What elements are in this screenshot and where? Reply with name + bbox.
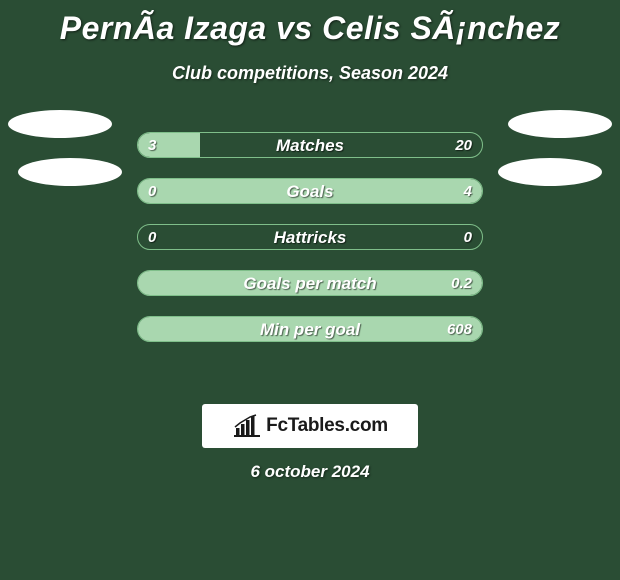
- bar-value-left: 0: [148, 225, 156, 250]
- bar-track: 3 Matches 20: [137, 132, 483, 158]
- logo-text: FcTables.com: [266, 415, 388, 437]
- bar-chart-icon: [232, 414, 262, 438]
- bar-track: Goals per match 0.2: [137, 270, 483, 296]
- bar-right-fill: [138, 271, 482, 295]
- comparison-chart: 3 Matches 20 0 Goals 4 0 Hattricks 0: [0, 122, 620, 382]
- logo-box: FcTables.com: [202, 404, 418, 448]
- bar-value-right: 20: [455, 133, 472, 158]
- bar-value-left: 3: [148, 133, 156, 158]
- bar-value-left: 0: [148, 179, 156, 204]
- subtitle: Club competitions, Season 2024: [0, 63, 620, 84]
- page-title: PernÃ­a Izaga vs Celis SÃ¡nchez: [0, 0, 620, 47]
- chart-row: Min per goal 608: [0, 306, 620, 352]
- chart-row: 0 Goals 4: [0, 168, 620, 214]
- chart-row: 0 Hattricks 0: [0, 214, 620, 260]
- bar-value-right: 4: [464, 179, 472, 204]
- bar-track: Min per goal 608: [137, 316, 483, 342]
- bar-track: 0 Hattricks 0: [137, 224, 483, 250]
- bar-label: Hattricks: [138, 225, 482, 250]
- bar-track: 0 Goals 4: [137, 178, 483, 204]
- bar-right-fill: [138, 317, 482, 341]
- bar-value-right: 608: [447, 317, 472, 342]
- chart-row: 3 Matches 20: [0, 122, 620, 168]
- bar-value-right: 0.2: [451, 271, 472, 296]
- bar-right-fill: [138, 179, 482, 203]
- chart-row: Goals per match 0.2: [0, 260, 620, 306]
- bar-value-right: 0: [464, 225, 472, 250]
- footer-date: 6 october 2024: [0, 462, 620, 482]
